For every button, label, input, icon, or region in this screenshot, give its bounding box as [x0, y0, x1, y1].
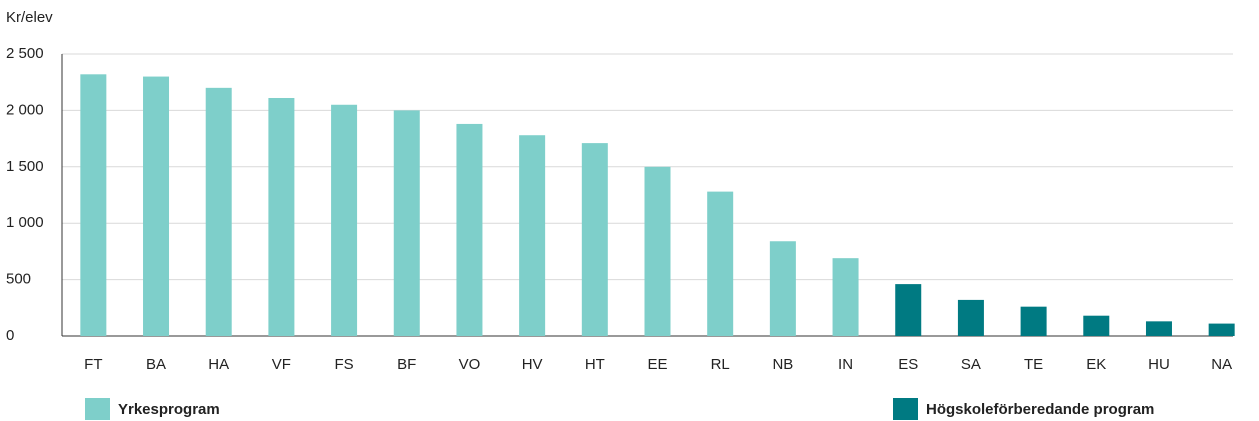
x-tick-label: FS [334, 356, 353, 373]
y-tick-label: 2 000 [6, 101, 44, 118]
legend-label: Högskoleförberedande program [926, 401, 1154, 418]
x-tick-label: RL [711, 356, 730, 373]
bar [268, 97, 295, 336]
legend-label: Yrkesprogram [118, 401, 220, 418]
bar [331, 104, 358, 336]
y-tick-label: 0 [6, 327, 14, 344]
x-tick-label: HV [522, 356, 543, 373]
bar [456, 123, 483, 336]
bar [957, 299, 984, 336]
bar [1145, 321, 1172, 336]
bar [832, 258, 859, 336]
bar [1208, 323, 1235, 336]
x-tick-label: VF [272, 356, 291, 373]
x-tick-label: ES [898, 356, 918, 373]
x-tick-label: EK [1086, 356, 1106, 373]
bar [1020, 306, 1047, 336]
bar [143, 76, 170, 336]
y-tick-label: 1 500 [6, 158, 44, 175]
y-tick-label: 1 000 [6, 214, 44, 231]
bar [205, 87, 232, 336]
bar [895, 284, 922, 336]
legend-swatch [893, 398, 918, 420]
bar [581, 143, 608, 336]
x-tick-label: EE [647, 356, 667, 373]
x-tick-label: NA [1211, 356, 1232, 373]
x-tick-label: HT [585, 356, 605, 373]
x-tick-label: HU [1148, 356, 1170, 373]
legend-swatch [85, 398, 110, 420]
y-axis-label: Kr/elev [6, 9, 53, 26]
x-tick-label: VO [459, 356, 481, 373]
bar [519, 135, 546, 336]
y-tick-label: 2 500 [6, 45, 44, 62]
x-tick-label: IN [838, 356, 853, 373]
x-tick-label: FT [84, 356, 102, 373]
bar [707, 191, 734, 336]
x-tick-label: NB [772, 356, 793, 373]
x-tick-label: SA [961, 356, 981, 373]
bar [80, 74, 107, 336]
bar [644, 166, 671, 336]
x-tick-label: TE [1024, 356, 1043, 373]
x-tick-label: BA [146, 356, 166, 373]
bar [393, 110, 420, 337]
bar [769, 241, 796, 336]
x-tick-label: BF [397, 356, 416, 373]
bar [1083, 315, 1110, 336]
y-tick-label: 500 [6, 271, 31, 288]
x-tick-label: HA [208, 356, 229, 373]
